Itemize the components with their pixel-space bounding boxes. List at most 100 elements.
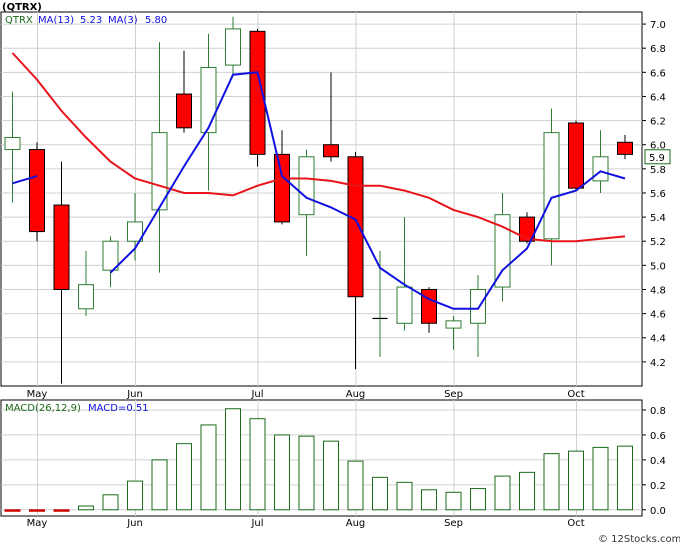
candle (347, 151, 364, 370)
macd-legend-value: MACD=0.51 (88, 403, 149, 414)
macd-x-tick-label: Jul (250, 518, 263, 529)
macd-bar (200, 424, 217, 511)
candle-body (323, 144, 339, 158)
macd-y-axis: 0.0 0.2 0.4 0.6 0.8 (642, 406, 666, 517)
macd-bar (127, 480, 143, 511)
macd-x-tick-label: Jun (126, 518, 143, 529)
candle-body (249, 30, 266, 155)
macd-bar (421, 489, 437, 511)
macd-bar (617, 445, 633, 511)
price-x-tick-label: Jul (250, 389, 263, 400)
price-y-tick-label: 6.0 (650, 141, 666, 152)
macd-x-tick-label: Sep (444, 518, 463, 529)
macd-bar (494, 475, 511, 511)
macd-x-tick-label: Oct (567, 518, 584, 529)
price-y-tick-label: 5.2 (650, 237, 666, 248)
candle (249, 28, 266, 167)
candle-body (4, 136, 21, 151)
chart-title: (QTRX) (2, 2, 42, 13)
candle-body (151, 132, 168, 211)
candle-body (298, 156, 315, 216)
price-y-tick-label: 6.2 (650, 117, 666, 128)
ma3-line (109, 71, 626, 310)
price-y-tick-label: 4.8 (650, 285, 666, 296)
watermark: © 12Stocks.com (598, 534, 680, 545)
legend-symbol: QTRX (5, 15, 33, 26)
last-price-tag: 5.9 (644, 149, 671, 165)
candle-body (494, 214, 511, 288)
moving-average-lines (11, 52, 626, 310)
macd-bar (592, 446, 609, 511)
price-x-tick-label: Jun (126, 389, 143, 400)
candle (396, 217, 413, 331)
price-y-tick-label: 6.6 (650, 68, 666, 79)
macd-bar (225, 408, 241, 511)
macd-bar (519, 471, 535, 511)
price-y-tick-label: 6.4 (650, 92, 666, 103)
macd-x-tick-label: May (27, 518, 48, 529)
candle (29, 142, 45, 242)
candle (519, 212, 535, 244)
ma13-line (11, 52, 626, 243)
macd-bar (274, 434, 290, 511)
macd-legend-label: MACD(26,12,9) (5, 403, 81, 414)
candle (494, 192, 511, 302)
price-x-tick-label: Oct (567, 389, 584, 400)
candle-body (592, 156, 609, 182)
candle (617, 135, 633, 160)
price-y-axis: 4.2 4.4 4.6 4.8 5.0 5.2 5.4 5.6 5.8 6.0 6.2 6.4 6.6 6… (642, 20, 666, 369)
candle-body (396, 286, 413, 324)
price-y-tick-label: 5.6 (650, 189, 666, 200)
candle-body (29, 149, 45, 233)
candle-body (470, 288, 486, 324)
macd-bar (470, 488, 486, 511)
macd-bar (445, 491, 462, 511)
candle-body (519, 216, 535, 242)
candle (470, 275, 486, 358)
macd-y-tick-label: 0.2 (650, 481, 666, 492)
candle-body (568, 122, 584, 189)
candle (102, 236, 119, 288)
ma3-line-start (12, 175, 38, 185)
macd-x-axis: May Jun Jul Aug Sep Oct (27, 518, 585, 529)
candle-body (617, 141, 633, 155)
candle-body (445, 320, 462, 329)
legend-ma3-label: MA(3) (108, 15, 138, 26)
candle-body (102, 240, 119, 271)
macd-x-tick-label: Aug (346, 518, 366, 529)
candle-body (200, 66, 217, 134)
macd-bar (298, 435, 315, 511)
legend-ma3-value: 5.80 (145, 15, 167, 26)
macd-bar (543, 453, 560, 511)
last-price-tag-box (644, 149, 671, 165)
price-y-tick-label: 5.8 (650, 165, 666, 176)
macd-bar (151, 459, 168, 511)
legend-ma13-value: 5.23 (80, 15, 102, 26)
legend-ma13-label: MA(13) (38, 15, 74, 26)
candle (4, 91, 21, 203)
candle (568, 120, 584, 191)
candle (53, 161, 70, 384)
price-x-axis: May Jun Jul Aug Sep Oct (27, 389, 585, 400)
price-y-tick-label: 7.0 (650, 20, 666, 31)
macd-y-tick-label: 0.0 (650, 506, 666, 517)
candle (225, 16, 241, 75)
candle (323, 72, 339, 162)
candle-body (176, 93, 192, 129)
macd-bar (323, 440, 339, 511)
price-panel (0, 11, 643, 387)
macd-y-tick-label: 0.6 (650, 431, 666, 442)
candle (176, 50, 192, 133)
candle-body (53, 204, 70, 290)
macd-bar (78, 505, 94, 511)
candle (543, 108, 560, 266)
candle (151, 42, 168, 273)
price-y-tick-label: 5.0 (650, 261, 666, 272)
macd-bar (4, 509, 21, 512)
candle-body (421, 288, 437, 324)
candle-body (347, 156, 364, 298)
macd-bar (53, 509, 70, 512)
price-y-tick-label: 5.4 (650, 213, 666, 224)
macd-bar (176, 443, 192, 511)
